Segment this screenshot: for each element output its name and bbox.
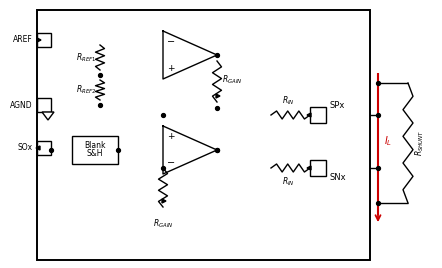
- Text: Blank: Blank: [84, 142, 106, 151]
- Bar: [37, 10, 370, 260]
- Polygon shape: [37, 38, 41, 42]
- Text: $R_{GAIN}$: $R_{GAIN}$: [153, 217, 173, 229]
- Bar: [310, 107, 326, 123]
- Text: $R_{GAIN}$: $R_{GAIN}$: [222, 73, 243, 86]
- Polygon shape: [216, 94, 220, 98]
- Polygon shape: [42, 112, 54, 120]
- Bar: [37, 141, 51, 155]
- Text: SOx: SOx: [18, 143, 33, 152]
- Text: +: +: [167, 132, 175, 141]
- Text: −: −: [167, 158, 175, 169]
- Text: −: −: [167, 36, 175, 47]
- Text: $R_{REF2}$: $R_{REF2}$: [76, 84, 96, 96]
- Bar: [37, 98, 51, 112]
- Polygon shape: [307, 113, 311, 117]
- Bar: [310, 160, 326, 176]
- Text: +: +: [167, 64, 175, 73]
- Polygon shape: [162, 199, 166, 203]
- Text: $R_{REF1}$: $R_{REF1}$: [76, 51, 96, 64]
- Text: $R_{IN}$: $R_{IN}$: [282, 95, 294, 107]
- Text: AREF: AREF: [13, 35, 33, 44]
- Text: AGND: AGND: [10, 100, 33, 110]
- Text: S&H: S&H: [87, 150, 103, 158]
- Text: $R_{IN}$: $R_{IN}$: [282, 176, 294, 188]
- Text: $I_L$: $I_L$: [384, 135, 392, 148]
- Polygon shape: [36, 146, 40, 150]
- Text: SNx: SNx: [330, 173, 347, 181]
- Bar: [72, 136, 118, 164]
- Polygon shape: [307, 166, 311, 170]
- Text: SPx: SPx: [330, 102, 345, 110]
- Text: $R_{SHUNT}$: $R_{SHUNT}$: [414, 130, 427, 156]
- Bar: [37, 33, 51, 47]
